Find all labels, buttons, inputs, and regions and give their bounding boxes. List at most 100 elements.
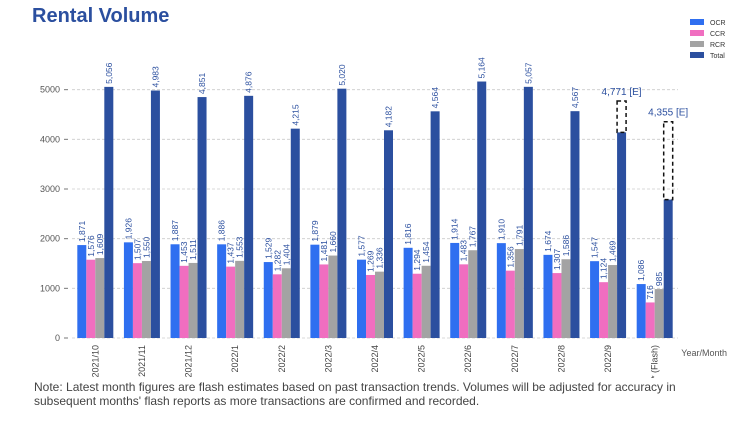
value-label: 1,609 xyxy=(95,234,105,256)
bar xyxy=(450,242,460,338)
value-label: 1,926 xyxy=(123,218,133,240)
bar xyxy=(123,242,133,338)
bar xyxy=(357,259,366,338)
value-label: 1,887 xyxy=(170,220,180,242)
bar xyxy=(319,264,329,338)
value-label: 1,529 xyxy=(263,238,273,260)
legend-swatch xyxy=(690,19,704,25)
value-label: 985 xyxy=(654,272,664,286)
bar xyxy=(505,270,515,338)
value-label: 1,576 xyxy=(86,235,96,257)
bar xyxy=(523,86,533,338)
value-label: 1,674 xyxy=(543,230,553,252)
bar xyxy=(421,265,431,338)
bar xyxy=(430,111,440,338)
value-label: 716 xyxy=(645,285,655,299)
x-tick-label: 2022/6 xyxy=(463,345,473,373)
bar xyxy=(272,274,282,338)
value-label: 1,547 xyxy=(590,237,600,259)
note: Note: Latest month figures are flash est… xyxy=(34,380,676,408)
bar xyxy=(179,265,189,338)
x-tick-label: 2022/3 xyxy=(323,345,333,373)
value-label: 1,483 xyxy=(459,240,469,262)
bar xyxy=(170,244,180,338)
bar xyxy=(310,244,320,338)
bar xyxy=(235,260,245,338)
estimate-box xyxy=(662,120,674,201)
chart-title: Rental Volume xyxy=(32,5,169,27)
value-label: 1,481 xyxy=(319,240,329,262)
bar xyxy=(263,262,273,338)
x-tick-label: 2022/10* (Flash) xyxy=(650,345,660,378)
bar xyxy=(290,128,300,338)
value-label: 1,507 xyxy=(132,239,142,261)
value-label: 1,586 xyxy=(561,235,571,257)
value-label: 1,791 xyxy=(514,225,524,247)
value-label: 1,454 xyxy=(421,241,431,263)
value-label: 1,871 xyxy=(77,221,87,243)
x-tick-label: 2022/8 xyxy=(556,345,566,373)
bar xyxy=(468,250,478,338)
x-tick-label: 2022/4 xyxy=(370,345,380,373)
y-tick-label: 1000 xyxy=(40,283,60,293)
value-label: 5,020 xyxy=(337,64,347,86)
legend-label: OCR xyxy=(710,20,726,27)
value-label: 1,282 xyxy=(272,250,282,272)
value-label: 1,294 xyxy=(412,249,422,271)
bar xyxy=(543,254,553,338)
value-label: 5,057 xyxy=(523,62,533,84)
bar xyxy=(412,273,422,338)
estimate-label: 4,771 [E] xyxy=(602,87,642,98)
bar xyxy=(570,111,580,338)
estimate-box xyxy=(616,100,627,134)
legend-swatch xyxy=(690,52,704,58)
bar xyxy=(375,271,384,338)
bar xyxy=(86,259,96,338)
bar xyxy=(552,273,562,338)
legend-swatch xyxy=(690,41,704,47)
value-label: 1,469 xyxy=(608,240,618,262)
chart: Rental Volume Year/Month 0 1000 2000 3000 40… xyxy=(32,5,727,378)
value-label: 1,356 xyxy=(505,246,515,268)
value-label: 4,876 xyxy=(244,71,254,93)
bar xyxy=(337,88,347,338)
value-label: 1,577 xyxy=(357,235,367,257)
bar xyxy=(663,199,673,338)
bar xyxy=(403,247,413,338)
x-tick-label: 2021/11 xyxy=(137,345,147,377)
value-label: 1,879 xyxy=(310,220,320,242)
bar xyxy=(244,95,254,338)
y-tick-label: 0 xyxy=(55,333,60,343)
bar xyxy=(188,262,198,338)
value-label: 4,851 xyxy=(197,73,207,95)
value-label: 1,437 xyxy=(226,242,236,264)
x-tick-label: 2022/9 xyxy=(603,345,613,373)
value-label: 1,660 xyxy=(328,231,338,253)
bar xyxy=(217,244,227,338)
x-tick-label: 2022/1 xyxy=(230,345,240,373)
value-label: 1,553 xyxy=(235,236,245,258)
bar xyxy=(141,261,151,338)
bar xyxy=(561,259,571,338)
value-label: 1,086 xyxy=(636,260,646,282)
bar xyxy=(132,263,142,338)
legend-label: Total xyxy=(710,53,725,60)
value-label: 1,550 xyxy=(141,236,151,258)
value-label: 1,307 xyxy=(552,249,562,271)
value-label: 1,336 xyxy=(375,247,385,269)
bar xyxy=(496,243,506,338)
y-tick-label: 5000 xyxy=(40,85,60,95)
value-label: 4,983 xyxy=(150,66,160,88)
bar xyxy=(514,249,524,338)
x-tick-label: 2021/12 xyxy=(184,345,194,378)
bar xyxy=(150,90,160,338)
value-label: 1,910 xyxy=(496,219,506,241)
x-tick-label: 2021/10 xyxy=(90,345,100,378)
bar xyxy=(366,274,375,338)
bar xyxy=(77,245,87,338)
legend-label: CCR xyxy=(710,31,725,38)
bar xyxy=(226,266,236,338)
value-label: 5,056 xyxy=(104,62,114,84)
y-tick-label: 3000 xyxy=(40,184,60,194)
